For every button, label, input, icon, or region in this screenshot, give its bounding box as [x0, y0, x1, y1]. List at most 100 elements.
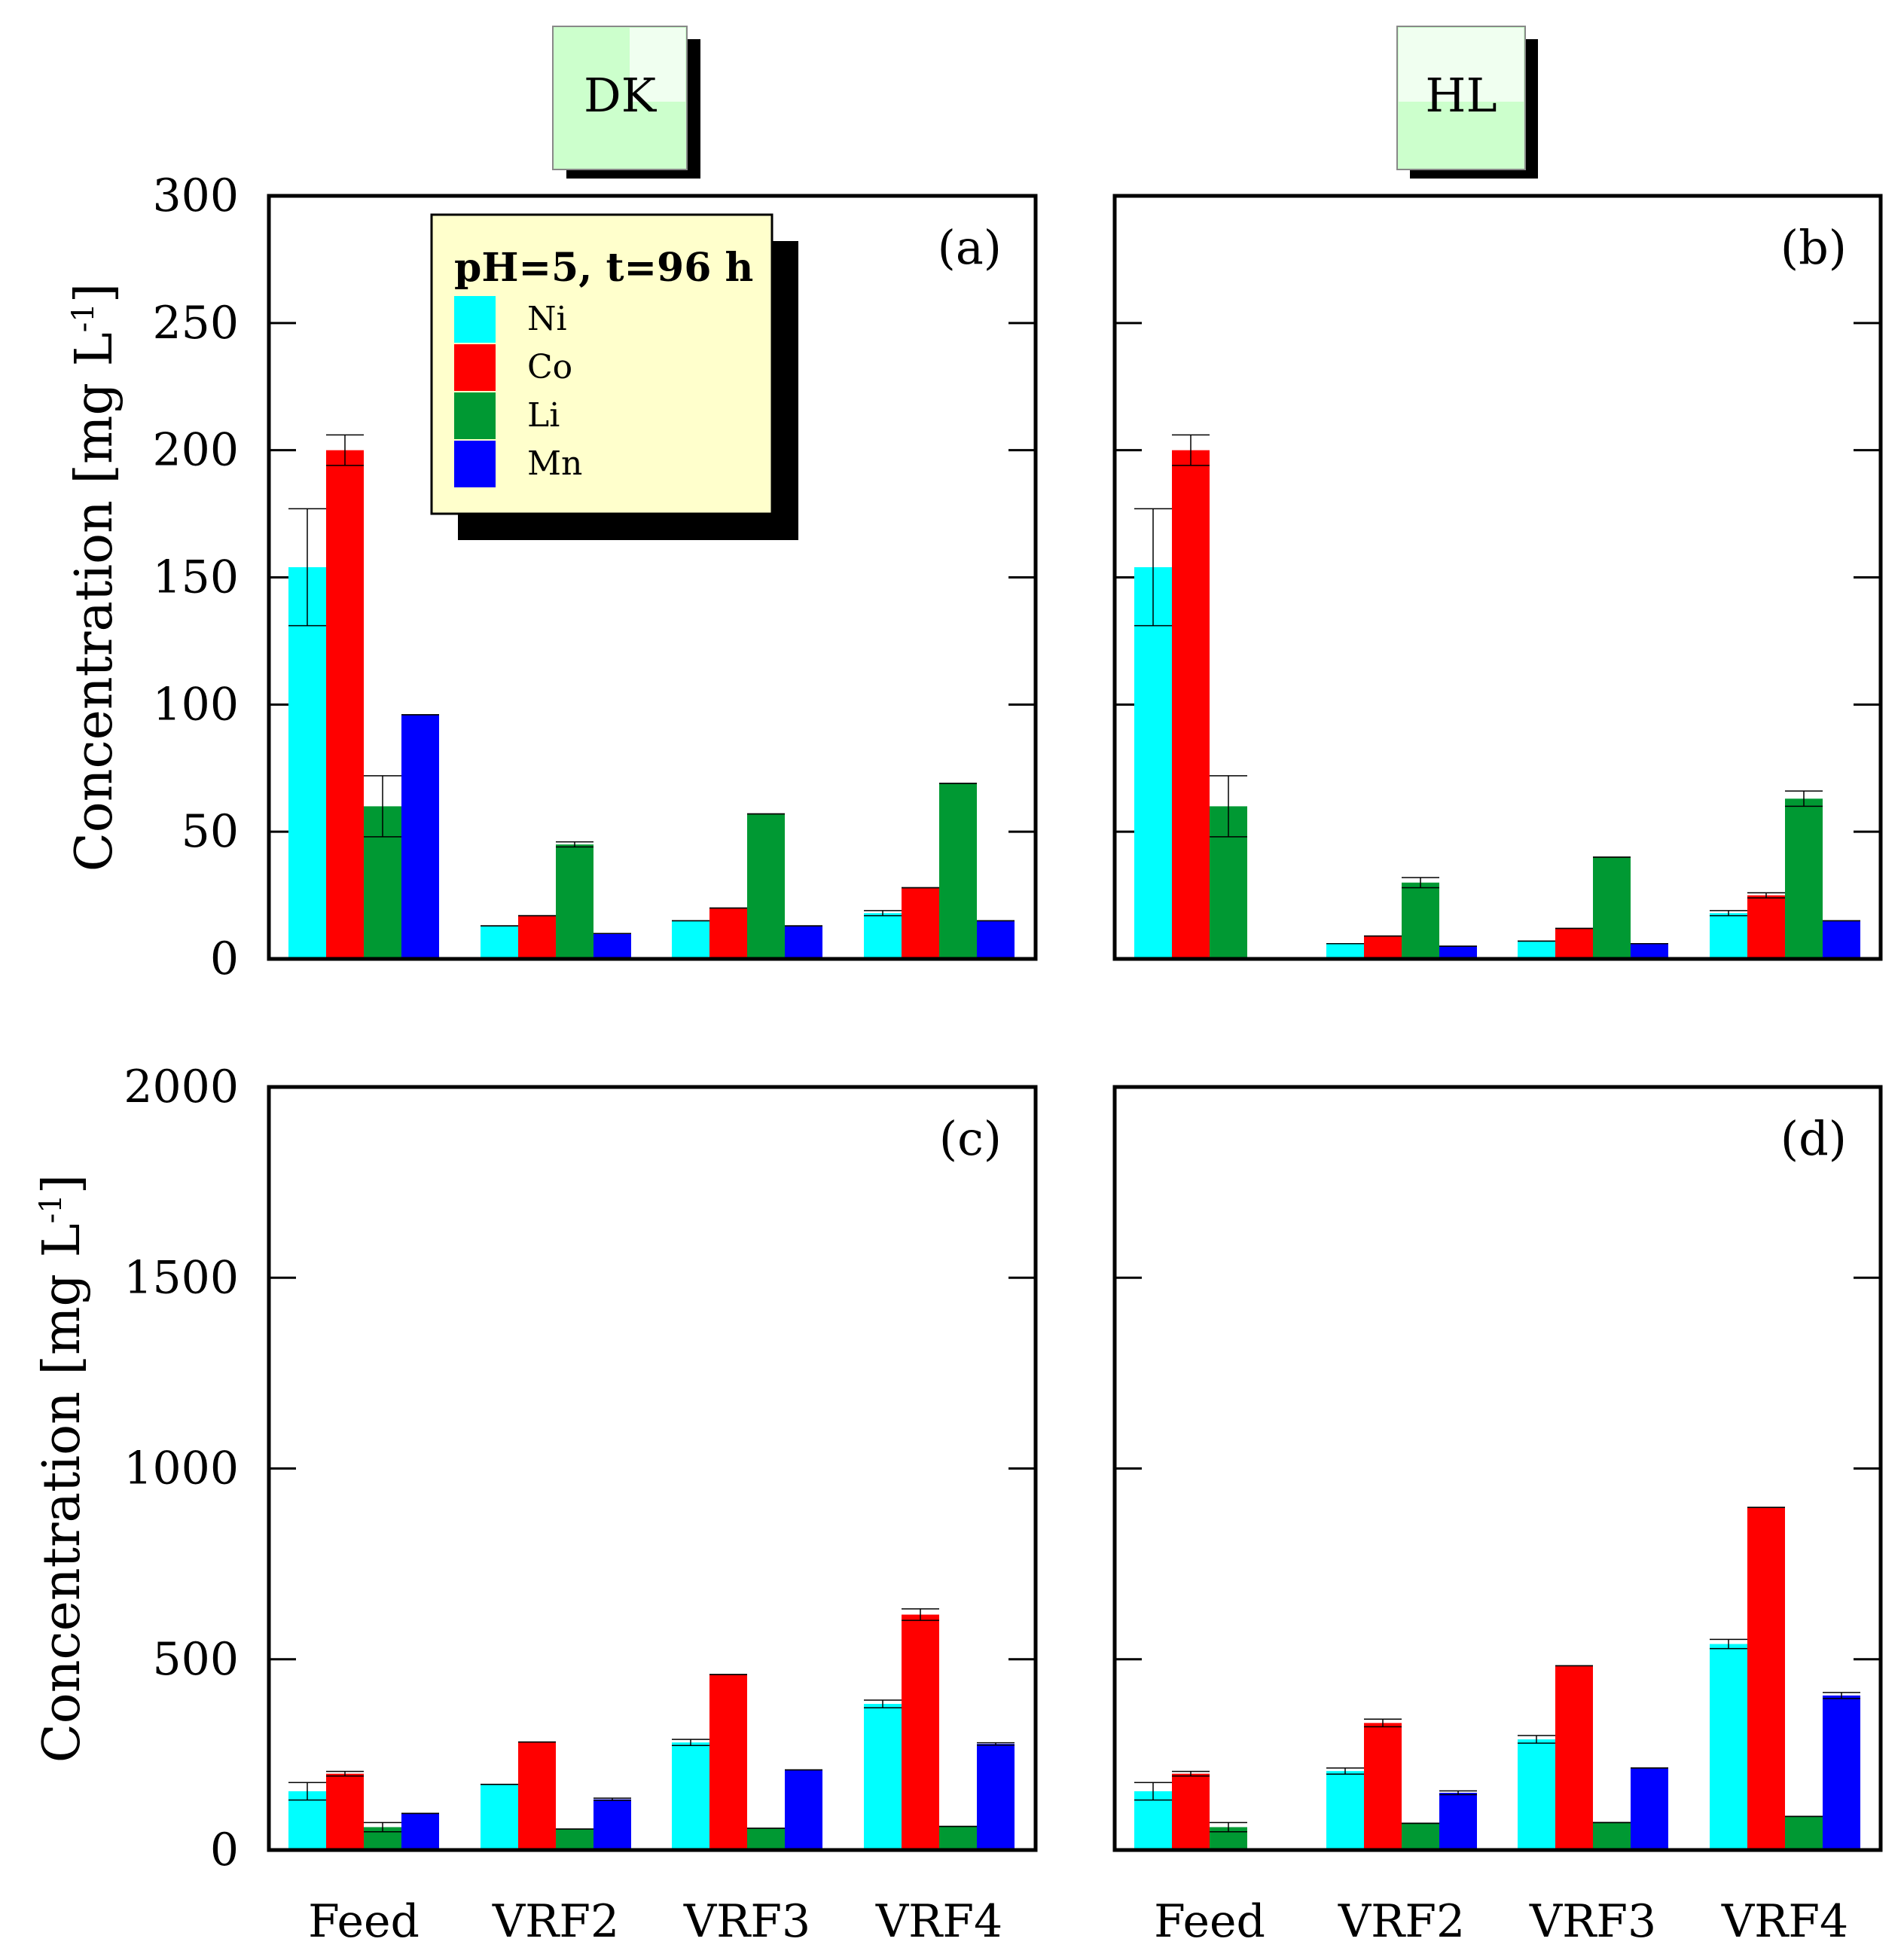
bar-mn-vrf3 — [785, 926, 822, 959]
ytick-label: 0 — [210, 933, 239, 985]
bar-co-feed — [1172, 450, 1210, 959]
xtick-label: VRF3 — [1529, 1895, 1656, 1948]
bar-co-vrf3 — [709, 1675, 747, 1850]
ytick-label: 300 — [152, 169, 239, 222]
bar-co-vrf4 — [902, 1614, 939, 1850]
ytick-label: 150 — [152, 551, 239, 604]
legend-label-co: Co — [527, 348, 572, 386]
bar-li-vrf4 — [1785, 1816, 1823, 1850]
ytick-label: 250 — [152, 297, 239, 350]
xtick-label: VRF3 — [683, 1895, 810, 1948]
bar-co-vrf3 — [1555, 1665, 1593, 1850]
bar-ni-feed — [288, 566, 326, 959]
ytick-label: 100 — [152, 678, 239, 731]
legend-swatch-ni — [454, 296, 496, 343]
bar-mn-vrf4 — [1823, 920, 1860, 959]
bar-co-vrf2 — [518, 1742, 556, 1850]
bar-li-vrf3 — [1593, 1822, 1631, 1850]
bar-ni-feed — [1134, 1791, 1172, 1850]
xtick-label: VRF4 — [1721, 1895, 1848, 1948]
ylabel-main: Concentration [mg L — [32, 1223, 92, 1763]
bar-li-vrf2 — [1402, 882, 1439, 959]
ytick-label: 500 — [152, 1633, 239, 1686]
plot-frame — [1112, 194, 1883, 961]
bar-co-vrf4 — [902, 887, 939, 959]
bar-co-vrf2 — [518, 915, 556, 959]
bar-li-vrf4 — [1785, 798, 1823, 959]
xtick-label: VRF2 — [492, 1895, 619, 1948]
panel-tag: (a) — [938, 220, 1002, 275]
legend-label-ni: Ni — [527, 300, 567, 338]
header-hl-highlight — [1399, 28, 1524, 102]
bar-mn-vrf4 — [977, 1744, 1015, 1850]
bar-co-vrf4 — [1747, 1507, 1785, 1850]
bar-li-vrf3 — [747, 1828, 785, 1850]
ytick-label: 50 — [182, 805, 239, 858]
ytick-label: 2000 — [124, 1061, 239, 1113]
panel-tag: (b) — [1780, 220, 1847, 275]
bar-mn-vrf4 — [977, 920, 1015, 959]
legend-title: pH=5, t=96 h — [454, 245, 753, 291]
bar-ni-vrf3 — [672, 920, 709, 959]
bar-ni-vrf4 — [864, 1704, 902, 1850]
bar-ni-vrf3 — [1518, 941, 1555, 959]
bar-ni-feed — [1134, 566, 1172, 959]
bar-li-vrf2 — [1402, 1823, 1439, 1850]
legend-entries: Ni Co Li Mn — [454, 296, 582, 487]
bar-mn-feed — [401, 1813, 439, 1850]
bar-ni-vrf2 — [481, 926, 518, 959]
bar-li-vrf2 — [556, 844, 593, 959]
plot-frame — [267, 1085, 1038, 1852]
bar-ni-vrf3 — [1518, 1739, 1555, 1850]
bar-ni-vrf3 — [672, 1742, 709, 1850]
bar-mn-vrf2 — [593, 1799, 631, 1850]
legend-swatch-co — [454, 344, 496, 391]
bar-co-feed — [326, 1773, 364, 1850]
header-layer: DK HL — [552, 26, 1538, 179]
bar-mn-vrf3 — [1631, 943, 1668, 959]
ylabel-main: Concentration [mg L — [65, 332, 124, 872]
bar-mn-vrf4 — [1823, 1695, 1860, 1850]
bar-mn-vrf3 — [785, 1769, 822, 1850]
bar-ni-vrf2 — [481, 1784, 518, 1850]
ytick-label: 1500 — [124, 1251, 239, 1304]
legend: pH=5, t=96 h Ni Co Li Mn — [430, 213, 798, 540]
panel-tag: (d) — [1780, 1111, 1847, 1166]
header-dk-highlight — [630, 28, 685, 102]
bar-li-vrf4 — [939, 783, 977, 959]
legend-label-li: Li — [527, 396, 560, 435]
panel-a: 0 50 100 150 200 250 300 (a) Concentration [mg L… — [65, 169, 1038, 985]
legend-label-mn: Mn — [527, 444, 582, 483]
y-axis-label: Concentration [mg L-1] — [65, 283, 124, 872]
xtick-label: VRF2 — [1338, 1895, 1465, 1948]
header-dk: DK — [552, 26, 700, 179]
bar-ni-vrf2 — [1326, 943, 1364, 959]
legend-swatch-mn — [454, 441, 496, 487]
bar-ni-vrf4 — [864, 913, 902, 959]
xtick-label: VRF4 — [875, 1895, 1002, 1948]
ytick-label: 200 — [152, 424, 239, 477]
ytick-label: 1000 — [124, 1443, 239, 1495]
xtick-label: Feed — [1154, 1895, 1265, 1948]
plot-frame — [267, 194, 1038, 961]
ylabel-superscript: -1 — [34, 1194, 69, 1223]
y-axis-label: Concentration [mg L-1] — [32, 1174, 92, 1763]
bar-co-feed — [326, 450, 364, 959]
bar-mn-vrf3 — [1631, 1768, 1668, 1850]
bar-co-vrf4 — [1747, 895, 1785, 959]
panel-b: (b) — [1112, 194, 1883, 961]
bar-li-vrf3 — [747, 814, 785, 959]
bar-ni-vrf2 — [1326, 1771, 1364, 1850]
ylabel-close: ] — [65, 283, 124, 304]
ylabel-superscript: -1 — [66, 303, 101, 332]
ytick-label: 0 — [210, 1824, 239, 1876]
xtick-label: Feed — [308, 1895, 420, 1948]
bar-co-vrf2 — [1364, 936, 1402, 959]
bar-li-vrf3 — [1593, 856, 1631, 959]
header-dk-label: DK — [584, 68, 658, 123]
bar-mn-vrf2 — [1439, 946, 1477, 959]
bar-co-vrf3 — [1555, 928, 1593, 959]
panel-c: 0 500 1000 1500 2000 (c) Feed VRF2 VRF3 VRF4 Conce… — [32, 1061, 1038, 1948]
panel-tag: (c) — [939, 1111, 1002, 1166]
